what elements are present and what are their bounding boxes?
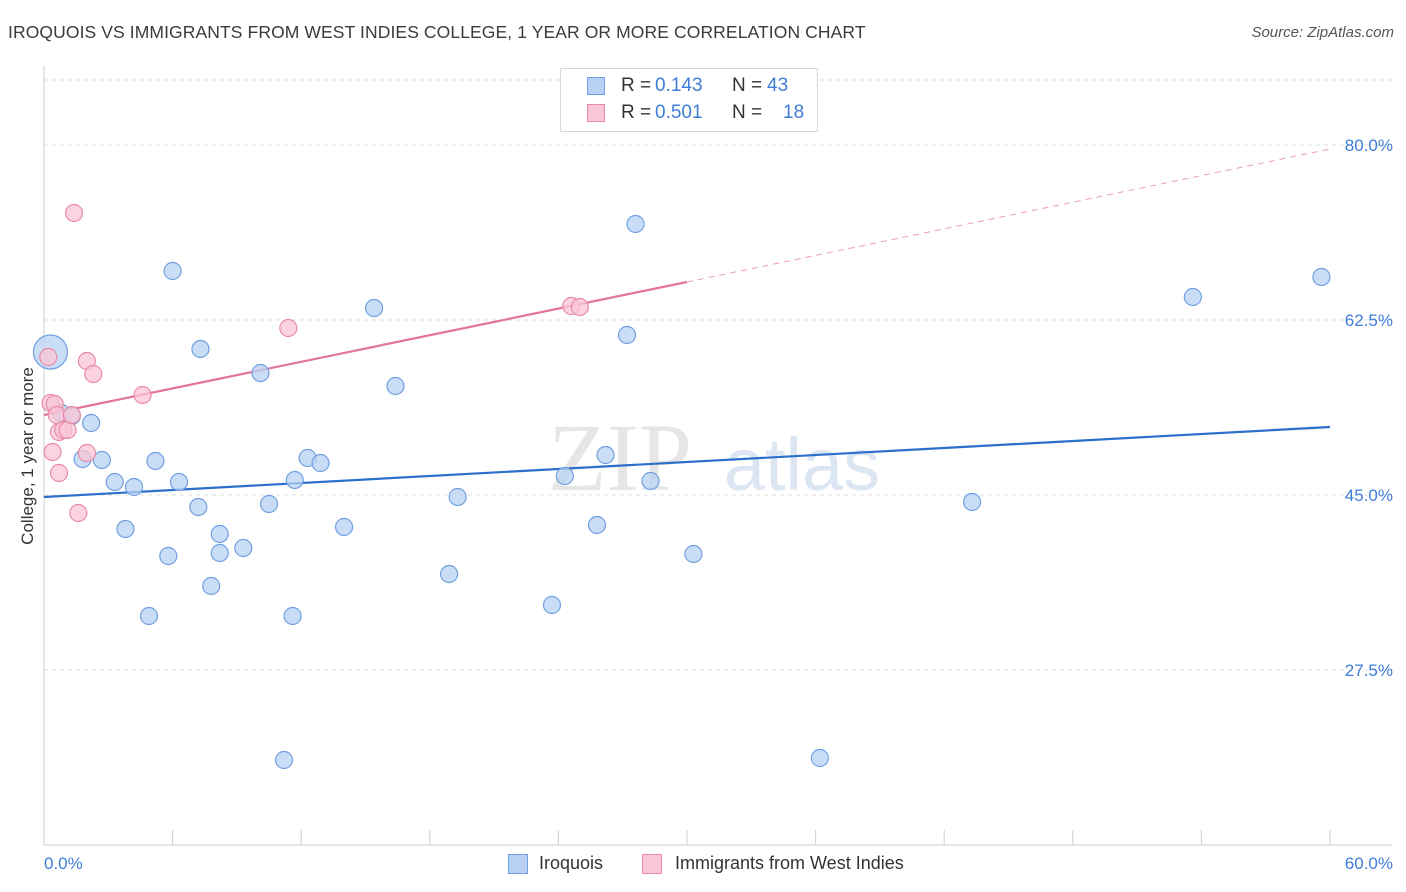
- data-point-iroquois: [542, 595, 562, 615]
- y-tick-label: 62.5%: [1345, 311, 1393, 330]
- data-point-iroquois: [202, 576, 221, 596]
- data-point-iroquois: [448, 487, 467, 507]
- data-point-iroquois: [169, 472, 189, 492]
- trend-line: [43, 425, 1331, 499]
- data-point-iroquois: [210, 543, 229, 563]
- data-points: [32, 203, 1331, 770]
- series-swatch-west-indies: [642, 854, 662, 874]
- data-point-iroquois: [251, 363, 270, 383]
- series-swatch-iroquois: [508, 854, 528, 874]
- data-point-iroquois: [259, 494, 279, 514]
- data-point-iroquois: [1183, 287, 1202, 307]
- grid-lines: [44, 79, 1392, 671]
- data-point-iroquois: [234, 538, 253, 558]
- series-label-iroquois: Iroquois: [539, 853, 604, 873]
- legend-n-value: 18: [783, 102, 805, 123]
- data-point-iroquois: [596, 445, 615, 465]
- data-point-iroquois: [82, 413, 101, 433]
- data-point-iroquois: [274, 750, 294, 770]
- legend-r-label: R =: [621, 75, 652, 96]
- data-point-iroquois: [641, 471, 660, 491]
- data-point-west-indies: [133, 385, 152, 405]
- data-point-iroquois: [810, 748, 829, 768]
- data-point-iroquois: [146, 451, 165, 471]
- data-point-iroquois: [105, 472, 124, 492]
- watermark-atlas: atlas: [724, 423, 880, 506]
- legend-n-label: N =: [732, 75, 763, 96]
- trend-line-extension: [686, 148, 1331, 283]
- legend-swatch-west-indies: [587, 104, 605, 122]
- data-point-iroquois: [439, 564, 459, 584]
- y-tick-label: 45.0%: [1345, 486, 1393, 505]
- chart-title: IROQUOIS VS IMMIGRANTS FROM WEST INDIES …: [8, 22, 866, 42]
- correlation-legend: R = 0.143 N = 43 R = 0.501 N = 18: [560, 68, 818, 132]
- data-point-iroquois: [139, 606, 159, 626]
- data-point-west-indies: [84, 364, 103, 384]
- watermark-zip: ZIP: [548, 404, 692, 511]
- data-point-iroquois: [159, 546, 178, 566]
- data-point-iroquois: [587, 515, 607, 535]
- series-label-west-indies: Immigrants from West Indies: [675, 853, 904, 873]
- x-tick-label: 0.0%: [44, 854, 83, 873]
- data-point-iroquois: [116, 519, 135, 539]
- data-point-iroquois: [555, 466, 574, 486]
- data-point-iroquois: [92, 450, 111, 470]
- data-point-iroquois: [626, 214, 645, 234]
- data-point-west-indies: [43, 442, 62, 462]
- y-tick-label: 80.0%: [1345, 136, 1393, 155]
- data-point-iroquois: [962, 492, 982, 512]
- data-point-iroquois: [124, 477, 144, 497]
- watermark: ZIP atlas: [548, 404, 880, 511]
- tick-labels: 27.5% 45.0% 62.5% 80.0% 0.0% 60.0%: [44, 136, 1393, 873]
- axes: [43, 66, 1392, 846]
- data-point-iroquois: [285, 470, 304, 490]
- x-tick-label: 60.0%: [1345, 854, 1393, 873]
- data-point-iroquois: [386, 376, 405, 396]
- legend-n-value: 43: [767, 75, 789, 96]
- data-point-west-indies: [77, 443, 96, 463]
- data-point-west-indies: [279, 318, 298, 338]
- data-point-iroquois: [334, 517, 354, 537]
- y-tick-label: 27.5%: [1345, 661, 1393, 680]
- data-point-iroquois: [163, 261, 182, 281]
- data-point-iroquois: [210, 524, 229, 544]
- legend-r-label: R =: [621, 102, 652, 123]
- data-point-west-indies: [62, 405, 81, 425]
- data-point-iroquois: [311, 453, 330, 473]
- data-point-west-indies: [49, 463, 69, 483]
- data-point-iroquois: [364, 298, 384, 318]
- data-point-west-indies: [570, 297, 589, 317]
- data-point-iroquois: [617, 325, 637, 345]
- legend-r-value: 0.501: [655, 102, 703, 123]
- legend-r-value: 0.143: [655, 75, 703, 96]
- data-point-iroquois: [684, 544, 703, 564]
- data-point-iroquois: [189, 497, 208, 517]
- legend-swatch-iroquois: [587, 77, 605, 95]
- legend-n-label: N =: [732, 102, 763, 123]
- data-point-iroquois: [283, 606, 302, 626]
- source-label: Source: ZipAtlas.com: [1251, 24, 1394, 41]
- data-point-west-indies: [69, 503, 88, 523]
- y-axis-label: College, 1 year or more: [18, 367, 37, 545]
- data-point-west-indies: [39, 347, 58, 367]
- data-point-iroquois: [1312, 267, 1331, 287]
- data-point-iroquois: [191, 339, 210, 359]
- data-point-west-indies: [64, 203, 84, 223]
- data-point-west-indies: [58, 420, 77, 440]
